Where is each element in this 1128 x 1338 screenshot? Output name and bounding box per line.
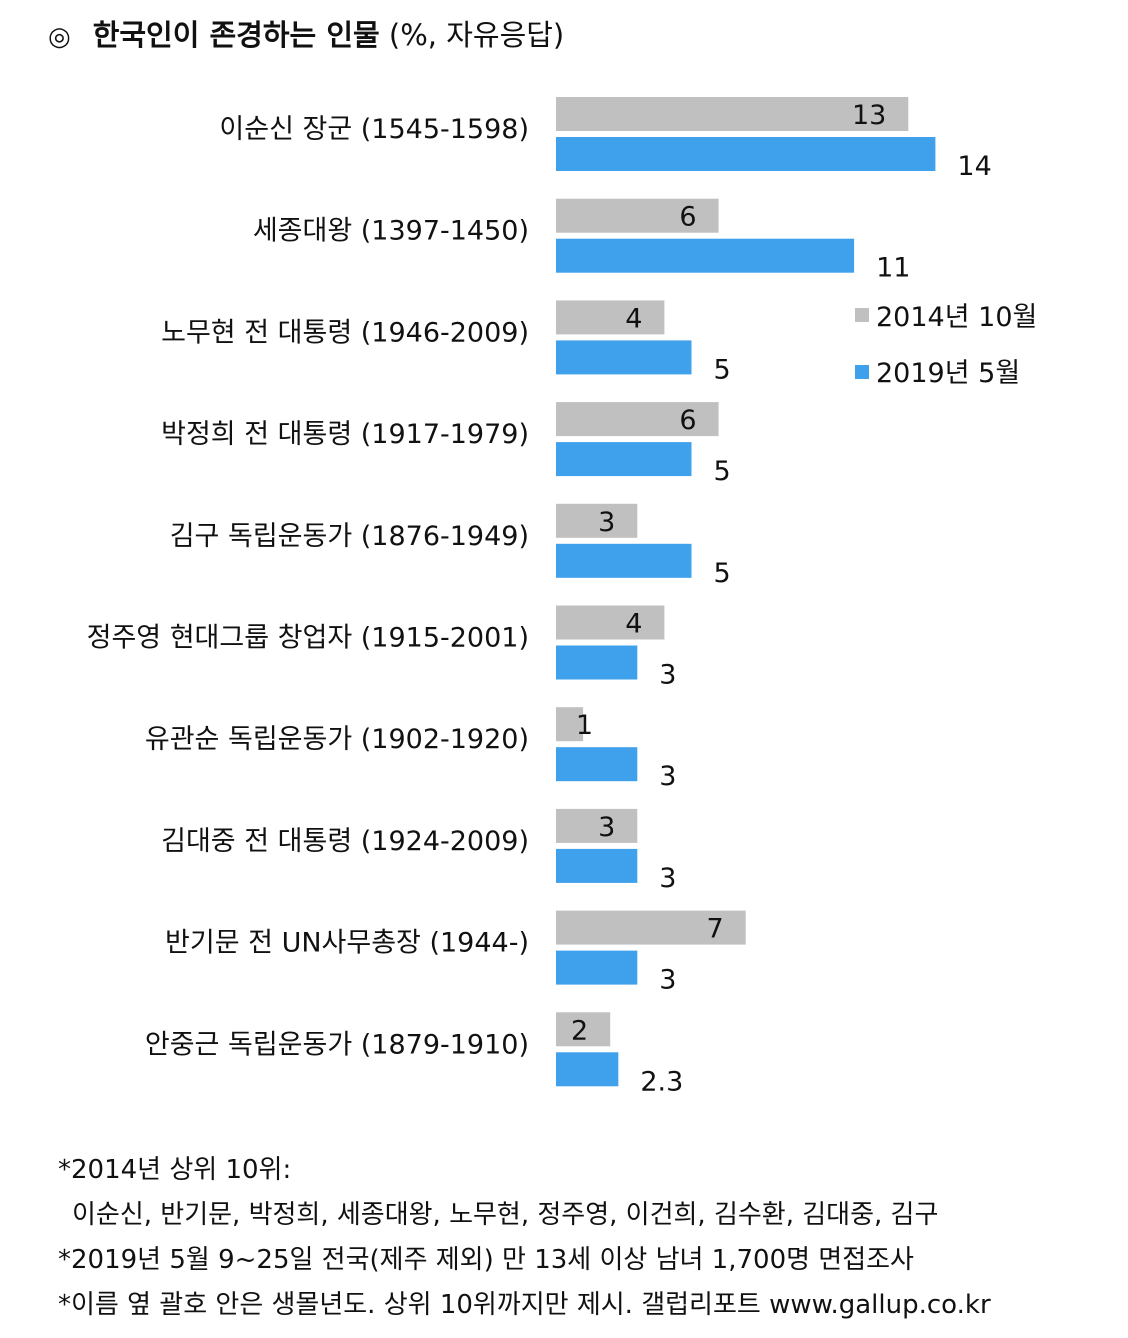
footnotes: *2014년 상위 10위: 이순신, 반기문, 박정희, 세종대왕, 노무현,… bbox=[58, 1148, 991, 1328]
bar-2014 bbox=[556, 707, 584, 742]
bar-2019 bbox=[556, 340, 692, 375]
value-label-2014: 7 bbox=[707, 914, 724, 945]
bar-2019 bbox=[556, 747, 638, 782]
bar-2019 bbox=[556, 848, 638, 883]
category-label: 유관순 독립운동가 (1902-1920) bbox=[145, 724, 529, 755]
legend-label-2019: 2019년 5월 bbox=[876, 358, 1020, 389]
value-label-2019: 3 bbox=[659, 965, 676, 996]
value-label-2019: 11 bbox=[876, 253, 910, 284]
value-label-2014: 4 bbox=[625, 303, 642, 334]
category-label: 이순신 장군 (1545-1598) bbox=[219, 114, 529, 145]
legend-swatch-2019 bbox=[855, 365, 869, 379]
value-label-2014: 6 bbox=[679, 405, 696, 436]
value-label-2014: 6 bbox=[679, 202, 696, 233]
value-label-2019: 5 bbox=[714, 558, 731, 589]
value-label-2014: 3 bbox=[598, 507, 615, 538]
bar-2019 bbox=[556, 543, 692, 578]
bar-2014 bbox=[556, 97, 909, 131]
value-label-2014: 1 bbox=[576, 710, 593, 741]
category-label: 정주영 현대그룹 창업자 (1915-2001) bbox=[87, 623, 529, 654]
bar-2014 bbox=[556, 300, 665, 335]
bar-2014 bbox=[556, 910, 746, 945]
value-label-2019: 5 bbox=[714, 456, 731, 487]
value-label-2014: 2 bbox=[571, 1015, 588, 1046]
title-main: 한국인이 존경하는 인물 bbox=[92, 18, 380, 52]
category-label: 안중근 독립운동가 (1879-1910) bbox=[145, 1029, 529, 1060]
legend-label-2014: 2014년 10월 bbox=[876, 302, 1037, 333]
footnote-top10-list: 이순신, 반기문, 박정희, 세종대왕, 노무현, 정주영, 이건희, 김수환,… bbox=[72, 1200, 939, 1230]
value-label-2019: 2.3 bbox=[640, 1066, 683, 1097]
chart-title: ◎ 한국인이 존경하는 인물 (%, 자유응답) bbox=[48, 12, 564, 54]
bar-2019 bbox=[556, 238, 855, 273]
value-label-2019: 5 bbox=[714, 354, 731, 385]
bar-2014 bbox=[556, 198, 719, 233]
category-label: 김구 독립운동가 (1876-1949) bbox=[170, 521, 529, 552]
bar-2019 bbox=[556, 1052, 619, 1087]
footnote-survey-method: *2019년 5월 9~25일 전국(제주 제외) 만 13세 이상 남녀 1,… bbox=[58, 1245, 914, 1275]
value-label-2014: 13 bbox=[852, 100, 886, 131]
value-label-2014: 3 bbox=[598, 812, 615, 843]
value-label-2019: 14 bbox=[957, 151, 991, 182]
value-label-2019: 3 bbox=[659, 863, 676, 894]
value-label-2014: 4 bbox=[625, 609, 642, 640]
bar-2014 bbox=[556, 503, 638, 538]
category-label: 김대중 전 대통령 (1924-2009) bbox=[161, 826, 529, 857]
category-label: 세종대왕 (1397-1450) bbox=[253, 216, 529, 247]
legend-swatch-2014 bbox=[855, 308, 869, 322]
bar-2014 bbox=[556, 605, 665, 640]
bar-2019 bbox=[556, 645, 638, 680]
footnote-top10-heading: *2014년 상위 10위: bbox=[58, 1155, 292, 1185]
bar-2019 bbox=[556, 950, 638, 985]
bar-2019 bbox=[556, 442, 692, 477]
category-label: 노무현 전 대통령 (1946-2009) bbox=[161, 317, 529, 348]
bar-2014 bbox=[556, 402, 719, 437]
bar-2014 bbox=[556, 808, 638, 843]
footnote-source: *이름 옆 괄호 안은 생몰년도. 상위 10위까지만 제시. 갤럽리포트 ww… bbox=[58, 1290, 991, 1320]
category-label: 반기문 전 UN사무총장 (1944-) bbox=[165, 928, 529, 959]
title-subtitle: (%, 자유응답) bbox=[388, 18, 565, 52]
category-label: 박정희 전 대통령 (1917-1979) bbox=[161, 419, 529, 450]
value-label-2019: 3 bbox=[659, 660, 676, 691]
value-label-2019: 3 bbox=[659, 761, 676, 792]
title-mark: ◎ bbox=[48, 22, 71, 52]
bar-2014 bbox=[556, 1012, 611, 1047]
bar-2019 bbox=[556, 137, 936, 171]
